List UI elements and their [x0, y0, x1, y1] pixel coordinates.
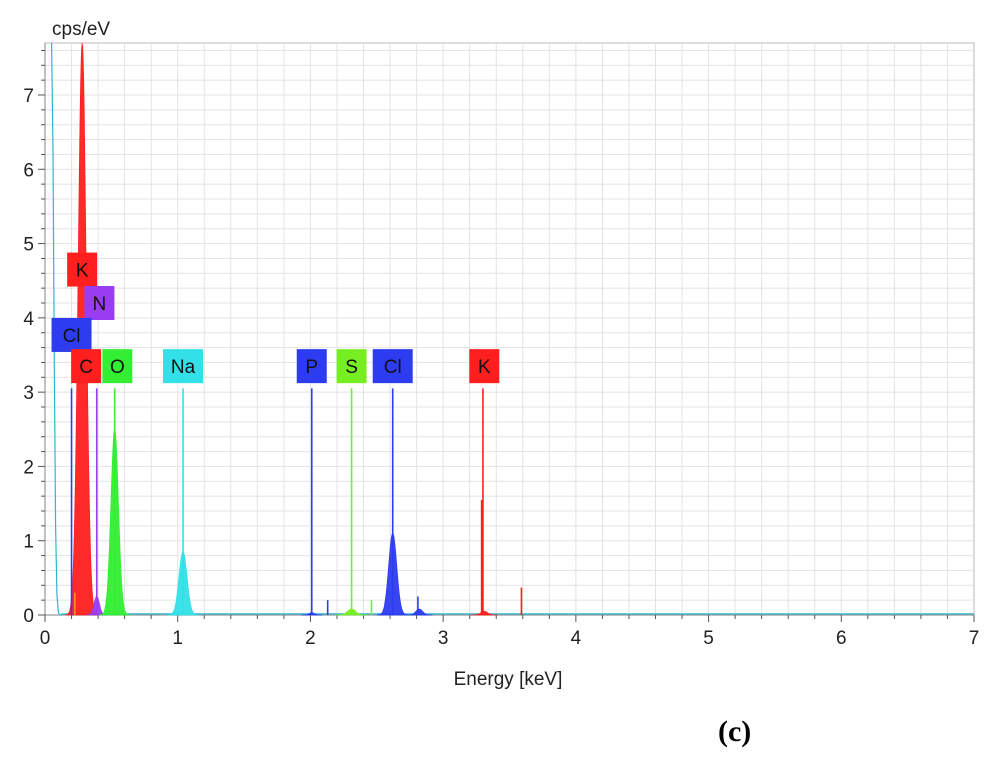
element-label-box — [163, 349, 204, 384]
element-label-box — [336, 349, 367, 384]
element-label-text: Na — [171, 357, 196, 378]
element-label-text: K — [478, 357, 491, 378]
element-label-text: N — [93, 294, 107, 315]
element-label-na: Na — [163, 349, 204, 384]
y-tick-label: 3 — [23, 383, 34, 404]
element-label-n: N — [84, 286, 115, 320]
element-label-c: C — [71, 349, 102, 384]
plot-background — [44, 42, 975, 616]
element-label-box — [51, 317, 92, 352]
x-tick-label: 7 — [969, 628, 980, 649]
element-label-box — [469, 349, 500, 384]
peak-cl — [406, 608, 433, 616]
element-label-text: K — [76, 261, 89, 282]
panel-label: (c) — [718, 715, 752, 748]
grid — [45, 43, 974, 615]
element-label-box — [102, 349, 133, 384]
element-label-k: K — [469, 349, 500, 384]
element-label-box — [71, 349, 102, 384]
element-label-box — [372, 349, 413, 384]
background-spectrum-line — [51, 42, 974, 616]
element-label-text: O — [110, 357, 125, 378]
element-label-text: Cl — [63, 326, 81, 347]
element-label-box — [67, 252, 98, 287]
x-tick-label: 6 — [836, 628, 847, 649]
element-label-cl: Cl — [372, 349, 413, 384]
element-label-box — [296, 349, 327, 384]
y-tick-label: 1 — [23, 532, 34, 553]
y-tick-label: 6 — [23, 160, 34, 181]
x-tick-label: 1 — [172, 628, 183, 649]
x-tick-label: 4 — [571, 628, 582, 649]
y-tick-label: 5 — [23, 235, 34, 256]
tick-labels: 0 1 2 3 4 5 6 7 0 1 2 3 4 5 6 7 — [23, 86, 979, 649]
element-label-s: S — [336, 349, 367, 384]
element-label-cl: Cl — [51, 317, 92, 352]
axes — [38, 43, 975, 622]
element-label-p: P — [296, 349, 327, 384]
y-tick-label: 7 — [23, 86, 34, 107]
spike-layer — [70, 388, 523, 615]
element-label-text: C — [79, 357, 93, 378]
x-tick-label: 3 — [438, 628, 449, 649]
y-tick-label: 2 — [23, 457, 34, 478]
element-label-o: O — [102, 349, 133, 384]
background-spectrum — [51, 42, 974, 616]
x-tick-label: 5 — [703, 628, 714, 649]
y-tick-label: 4 — [23, 309, 34, 330]
x-tick-label: 0 — [40, 628, 51, 649]
element-label-box — [84, 286, 115, 320]
element-label-text: S — [345, 357, 358, 378]
element-label-text: P — [305, 357, 318, 378]
peak-k — [471, 610, 498, 616]
x-axis-label: Energy [keV] — [454, 669, 563, 690]
y-axis-label: cps/eV — [52, 19, 110, 40]
element-label-k: K — [67, 252, 98, 287]
x-tick-label: 2 — [305, 628, 316, 649]
y-tick-label: 0 — [23, 606, 34, 627]
element-label-text: Cl — [384, 357, 402, 378]
